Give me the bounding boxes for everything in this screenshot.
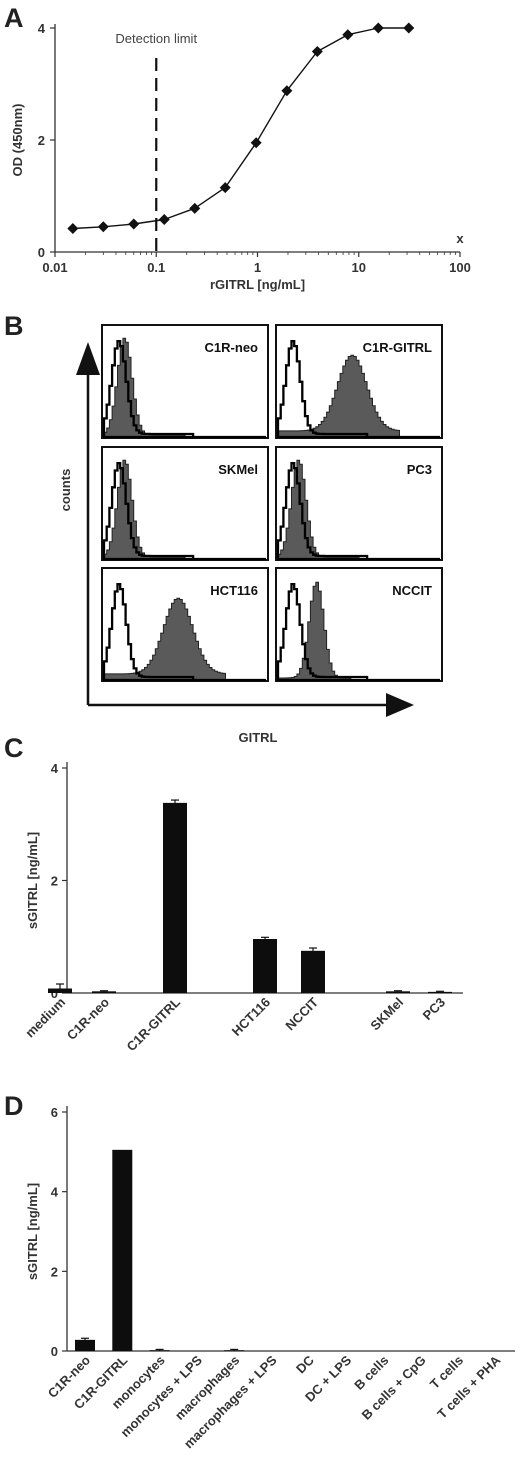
y-tick-label: 0 (51, 1344, 58, 1359)
x-tick-label: 1 (254, 260, 261, 275)
category-label: medium (22, 995, 68, 1041)
bar (253, 939, 277, 993)
detection-limit-label: Detection limit (115, 31, 197, 46)
chart-b-flow-histograms: counts GITRL C1R-neo C1R-GITRL SKMel PC3 HCT11… (58, 324, 443, 745)
data-point (97, 221, 109, 233)
category-label: PC3 (420, 995, 448, 1023)
data-point (281, 85, 293, 97)
category-label: DC (293, 1352, 317, 1376)
bar (163, 802, 187, 993)
histogram-label: SKMel (218, 462, 258, 477)
histogram-panel: PC3 (275, 446, 443, 561)
y-tick-label: 4 (38, 21, 46, 36)
data-point (403, 22, 415, 34)
y-tick-label: 2 (51, 874, 58, 889)
counts-axis-arrow (76, 342, 100, 375)
histogram-label: HCT116 (210, 583, 258, 598)
data-point (67, 222, 79, 234)
y-tick-label: 0 (38, 245, 45, 260)
data-point (250, 137, 262, 149)
x-axis-label: rGITRL [ng/mL] (210, 277, 305, 292)
histogram-panel: C1R-neo (101, 324, 269, 439)
data-point (158, 214, 170, 226)
histogram-panel: SKMel (101, 446, 269, 561)
x-tick-label: 100 (449, 260, 471, 275)
counts-axis-label: counts (58, 469, 73, 512)
bar (75, 1339, 95, 1351)
gitrl-axis-arrow (386, 693, 414, 717)
x-tick-label: 0.1 (147, 260, 165, 275)
histogram-panel: C1R-GITRL (275, 324, 443, 439)
category-label: NCCIT (282, 994, 321, 1033)
histogram-control-outline (102, 461, 266, 561)
histogram-control-outline (276, 461, 440, 561)
y-axis-label: OD (450nm) (10, 104, 25, 177)
histogram-label: C1R-neo (205, 340, 259, 355)
y-tick-label: 6 (51, 1105, 58, 1120)
histogram-control-outline (276, 582, 440, 682)
panel-letter-c: C (4, 733, 24, 763)
bar (301, 950, 325, 993)
x-tick-label: 0.01 (42, 260, 67, 275)
chart-a-dose-response: 0 2 4 0.01 0.1 1 10 100 rGITRL [ng/mL] OD (450nm)… (10, 21, 471, 292)
category-label: SKMel (367, 995, 406, 1034)
data-point (128, 218, 140, 230)
bar (92, 991, 116, 993)
y-tick-label: 4 (51, 1185, 59, 1200)
bar (386, 991, 410, 993)
histogram-control-outline (102, 339, 266, 439)
histogram-label: NCCIT (392, 583, 432, 598)
panel-letter-d: D (4, 1091, 24, 1121)
histogram-panel: NCCIT (275, 567, 443, 682)
y-tick-label: 2 (51, 1264, 58, 1279)
gitrl-axis-label: GITRL (239, 730, 278, 745)
histogram-label: C1R-GITRL (363, 340, 432, 355)
panel-letter-a: A (4, 3, 24, 33)
y-tick-label: 2 (38, 133, 45, 148)
series-line (72, 27, 409, 230)
category-label: HCT116 (229, 995, 273, 1039)
histogram-panel: HCT116 (101, 567, 269, 682)
category-label: C1R-neo (64, 994, 112, 1042)
corner-mark: x (456, 231, 464, 246)
y-tick-label: 4 (51, 761, 59, 776)
data-point (342, 29, 354, 41)
data-point (311, 46, 323, 58)
y-tick-label: 0 (51, 986, 58, 1001)
y-axis-label: sGITRL [ng/mL] (25, 1183, 40, 1280)
category-label: C1R-GITRL (123, 994, 183, 1054)
y-axis-label: sGITRL [ng/mL] (25, 832, 40, 929)
histogram-label: PC3 (407, 462, 432, 477)
panel-letter-b: B (4, 311, 24, 341)
histogram-control-outline (276, 339, 440, 439)
histogram-control-outline (102, 582, 266, 682)
data-point (372, 22, 384, 34)
bar (112, 1149, 133, 1351)
data-point (219, 182, 231, 194)
data-point (189, 202, 201, 214)
x-tick-label: 10 (352, 260, 366, 275)
